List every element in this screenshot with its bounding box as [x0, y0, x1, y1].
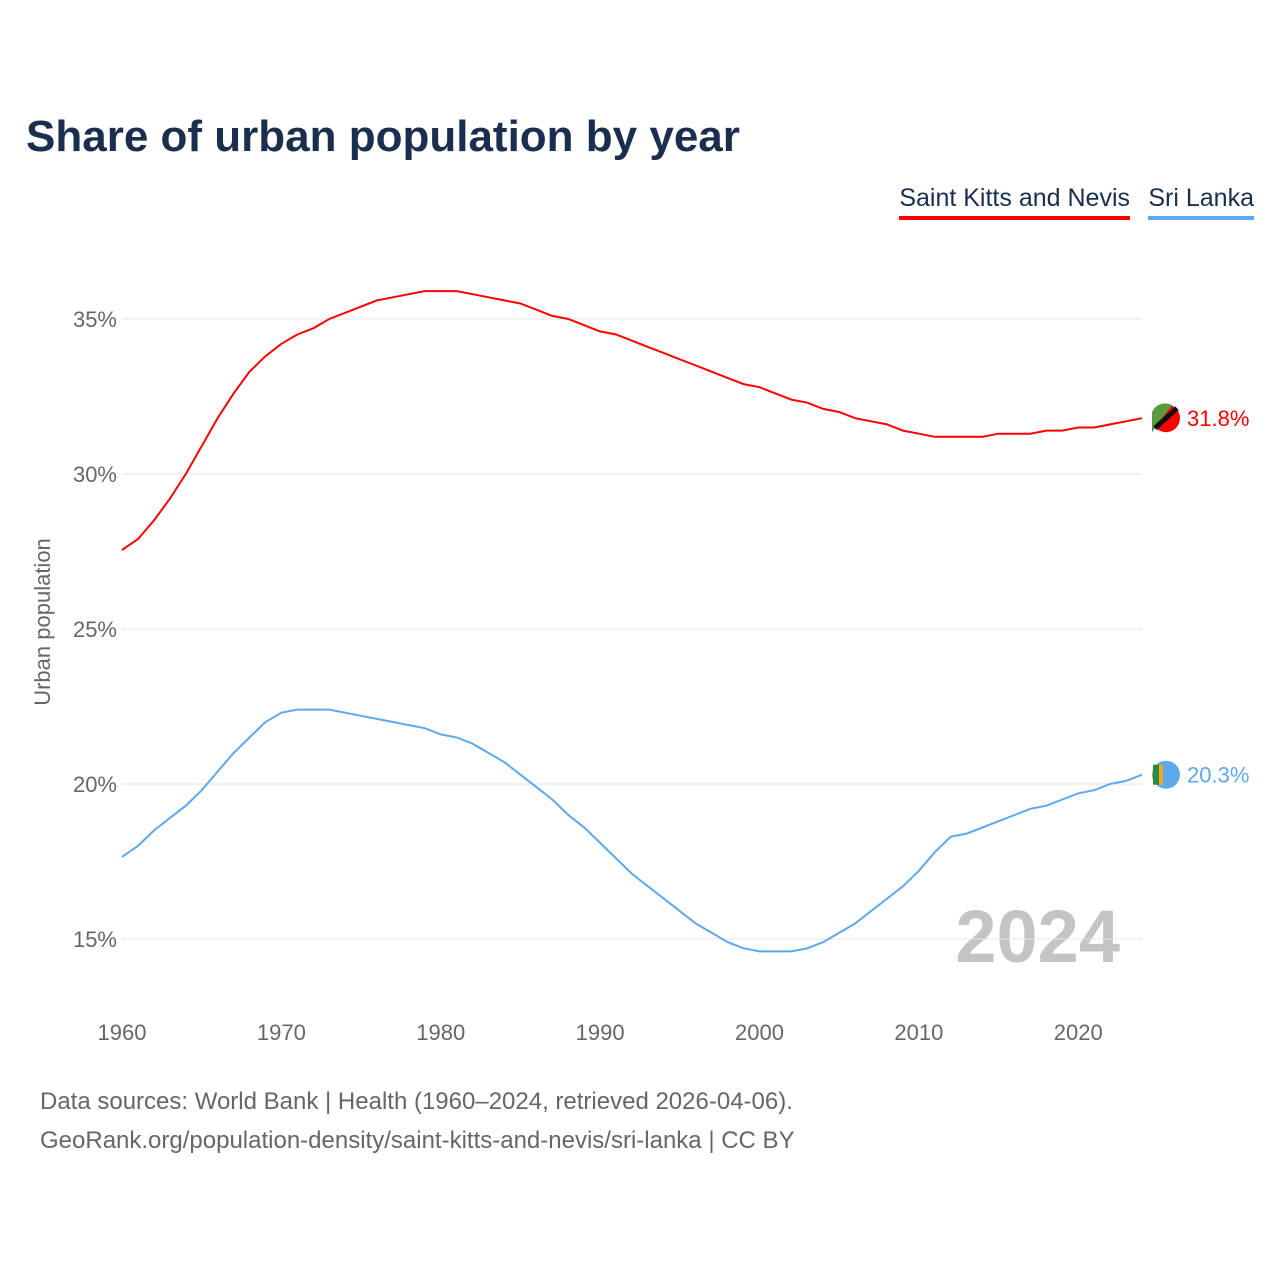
series-line-sri-lanka	[121, 708, 1143, 953]
flag-stripe	[1153, 406, 1179, 431]
y-axis-label: Urban population	[30, 538, 55, 706]
y-tick-label: 20%	[73, 772, 117, 797]
legend-saint-kitts-and-nevis[interactable]: Saint Kitts and Nevis	[899, 184, 1130, 220]
x-tick-label: 2010	[894, 1020, 943, 1045]
source-link[interactable]: GeoRank.org/population-density/saint-kit…	[40, 1127, 795, 1154]
x-tick-label: 1970	[257, 1020, 306, 1045]
source-note: Data sources: World Bank | Health (1960–…	[40, 1088, 793, 1115]
series-line-saint-kitts-and-nevis	[121, 290, 1143, 551]
y-tick-label: 30%	[73, 462, 117, 487]
y-tick-label: 25%	[73, 617, 117, 642]
x-tick-label: 2000	[735, 1020, 784, 1045]
flag-orange-part	[1159, 764, 1163, 785]
end-value-label: 31.8%	[1187, 406, 1249, 431]
x-tick-label: 1960	[98, 1020, 147, 1045]
chart-title: Share of urban population by year	[26, 112, 740, 161]
y-tick-label: 15%	[73, 927, 117, 952]
y-tick-label: 35%	[73, 307, 117, 332]
x-tick-label: 1980	[416, 1020, 465, 1045]
legend-sri-lanka[interactable]: Sri Lanka	[1148, 184, 1254, 220]
year-watermark: 2024	[955, 895, 1120, 978]
flag-green-part	[1153, 764, 1159, 785]
x-tick-label: 2020	[1054, 1020, 1103, 1045]
end-value-label: 20.3%	[1187, 763, 1249, 788]
x-tick-label: 1990	[576, 1020, 625, 1045]
